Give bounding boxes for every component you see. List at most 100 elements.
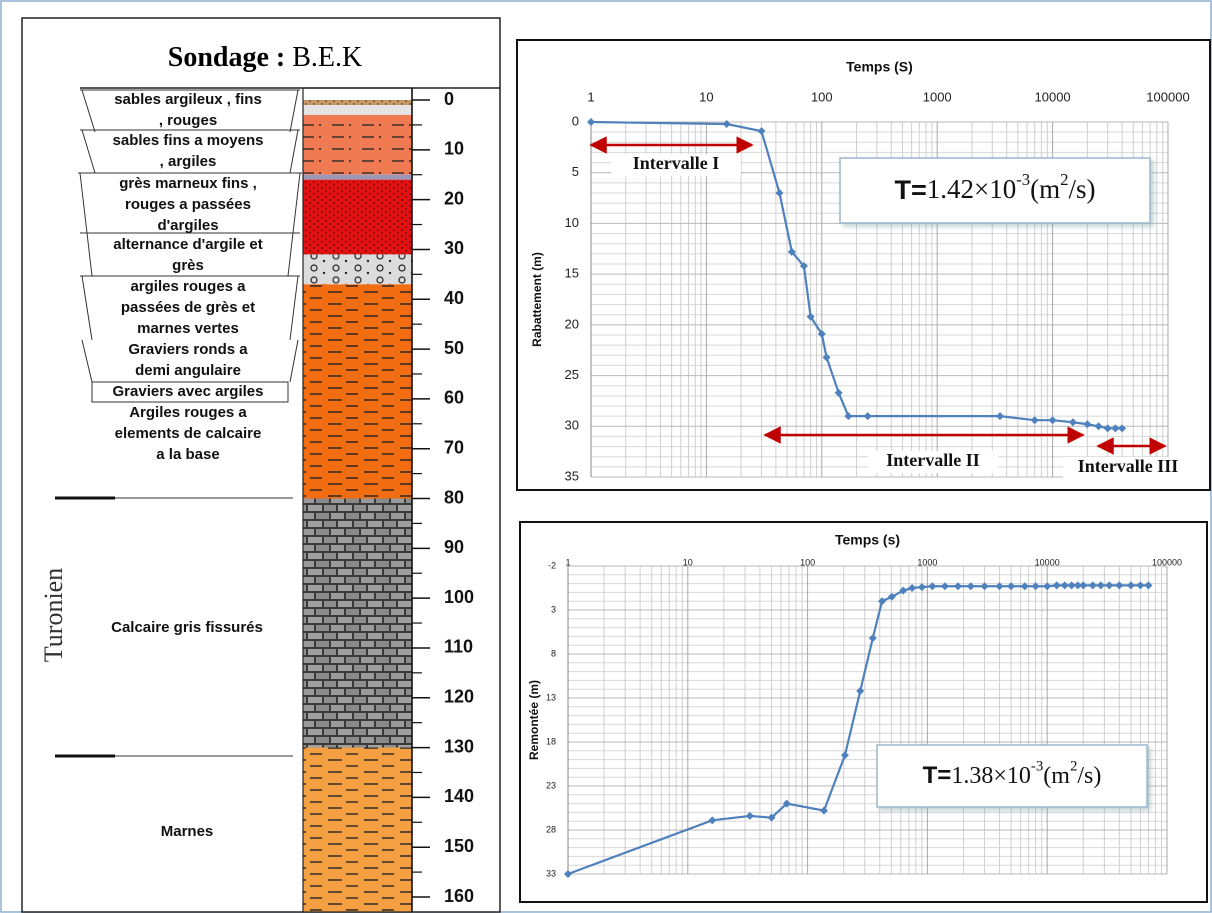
x-tick-label: 100: [811, 89, 833, 104]
x-tick-label: 1000: [917, 557, 937, 567]
y-tick-label: 33: [546, 868, 556, 878]
formula-part: -3: [1016, 170, 1030, 189]
y-tick-label: 15: [565, 266, 579, 281]
x-tick-label: 10000: [1035, 89, 1071, 104]
layer-description: grès: [172, 257, 204, 274]
formula-part: 2: [1060, 170, 1068, 189]
layer-description: alternance d'argile et: [113, 236, 262, 253]
y-tick-label: 28: [546, 824, 556, 834]
layer: [303, 175, 412, 180]
y-tick-label: 18: [546, 736, 556, 746]
formula-part: /s): [1077, 763, 1101, 789]
formula-part: T=: [894, 175, 926, 205]
depth-label: 150: [444, 836, 474, 856]
layer-description: sables argileux , fins: [114, 91, 262, 108]
y-tick-label: 3: [551, 604, 556, 614]
depth-label: 20: [444, 188, 464, 208]
x-tick-label: 1: [565, 557, 570, 567]
depth-label: 110: [444, 637, 473, 657]
layer-description: , rouges: [159, 112, 217, 129]
depth-label: 60: [444, 388, 464, 408]
layer-pattern: [303, 254, 412, 284]
x-tick-label: 1000: [923, 89, 952, 104]
x-tick-label: 100000: [1152, 557, 1182, 567]
y-tick-label: 20: [565, 316, 579, 331]
x-tick-label: 10000: [1035, 557, 1060, 567]
layer-pattern: [303, 100, 412, 105]
y-tick-label: 30: [565, 418, 579, 433]
x-tick-label: 100: [800, 557, 815, 567]
chart: 0 5 10 15 20 25 30 35 1 10 100 1000 10000 100000 Temps…: [517, 40, 1210, 490]
layer-description: passées de grès et: [121, 299, 255, 316]
depth-label: 140: [444, 786, 474, 806]
layer-description: d'argiles: [157, 217, 218, 234]
layer-description: marnes vertes: [137, 320, 239, 337]
chart-frame: [517, 40, 1210, 490]
chart: -2381318232833110100100010000100000Temps…: [520, 522, 1207, 902]
formula-part: 1.38×10: [951, 763, 1031, 789]
formula-part: 2: [1070, 759, 1077, 775]
title-rest: B.E.K: [292, 42, 362, 73]
layer-description: demi angulaire: [135, 362, 241, 379]
log-panel: [22, 18, 500, 912]
depth-label: 160: [444, 886, 474, 906]
layer-description: rouges a passées: [125, 196, 251, 213]
layer-description: a la base: [156, 446, 219, 463]
layer: [303, 105, 412, 115]
layer-description: Graviers avec argiles: [113, 383, 264, 400]
formula-part: /s): [1069, 174, 1096, 204]
formula-part: (m: [1043, 763, 1070, 789]
annotation-label: Intervalle I: [633, 153, 719, 173]
depth-label: 40: [444, 288, 464, 308]
stage-label: Turonien: [39, 568, 68, 662]
chart-title: Temps (S): [846, 59, 913, 75]
layer-pattern: [303, 180, 412, 255]
layer-description: Graviers ronds a: [128, 341, 248, 358]
layer-description: elements de calcaire: [115, 425, 262, 442]
formation-label: Marnes: [161, 823, 214, 840]
layer-description: argiles rouges a: [130, 278, 246, 295]
charts: 0 5 10 15 20 25 30 35 1 10 100 1000 10000 100000 Temps…: [517, 40, 1210, 902]
x-tick-label: 1: [587, 89, 594, 104]
annotation-label: Intervalle III: [1078, 456, 1179, 476]
depth-label: 70: [444, 437, 464, 457]
log-title: Sondage : B.E.K: [168, 42, 362, 73]
y-tick-label: 25: [565, 367, 579, 382]
x-tick-label: 10: [699, 89, 713, 104]
formula-part: (m: [1030, 174, 1060, 204]
y-tick-label: 8: [551, 648, 556, 658]
layer-description: grès marneux fins ,: [119, 175, 257, 192]
formula-part: -3: [1031, 759, 1043, 775]
formula-part: 1.42×10: [927, 174, 1016, 204]
layer-description: sables fins a moyens: [113, 132, 264, 149]
y-tick-label: 0: [572, 113, 579, 128]
y-axis-label: Rabattement (m): [530, 252, 544, 347]
x-tick-label: 10: [683, 557, 693, 567]
depth-label: 50: [444, 338, 464, 358]
title-bold: Sondage :: [168, 42, 285, 73]
y-tick-label: 23: [546, 780, 556, 790]
layer-pattern: [303, 748, 412, 912]
y-tick-label: 5: [572, 164, 579, 179]
depth-label: 100: [444, 587, 474, 607]
y-tick-label: 10: [565, 215, 579, 230]
depth-label: 10: [444, 139, 464, 159]
formation-label: Calcaire gris fissurés: [111, 619, 263, 636]
layer-pattern: [303, 499, 412, 748]
layer-pattern: [303, 115, 412, 175]
y-tick-label: 35: [565, 468, 579, 483]
formula-part: T=: [923, 762, 952, 789]
chart-title: Temps (s): [835, 532, 900, 548]
y-tick-label: 13: [546, 692, 556, 702]
x-tick-label: 100000: [1146, 89, 1189, 104]
depth-label: 120: [444, 687, 474, 707]
layer-description: Argiles rouges a: [129, 404, 247, 421]
depth-label: 90: [444, 537, 464, 557]
layer-pattern: [303, 284, 412, 498]
depth-label: 0: [444, 89, 454, 109]
annotation-label: Intervalle II: [886, 450, 980, 470]
layer-description: , argiles: [160, 153, 217, 170]
y-axis-label: Remontée (m): [527, 680, 541, 760]
depth-label: 130: [444, 736, 474, 756]
figure: Sondage : B.E.K Calcaire gris fissurés M…: [0, 0, 1212, 913]
